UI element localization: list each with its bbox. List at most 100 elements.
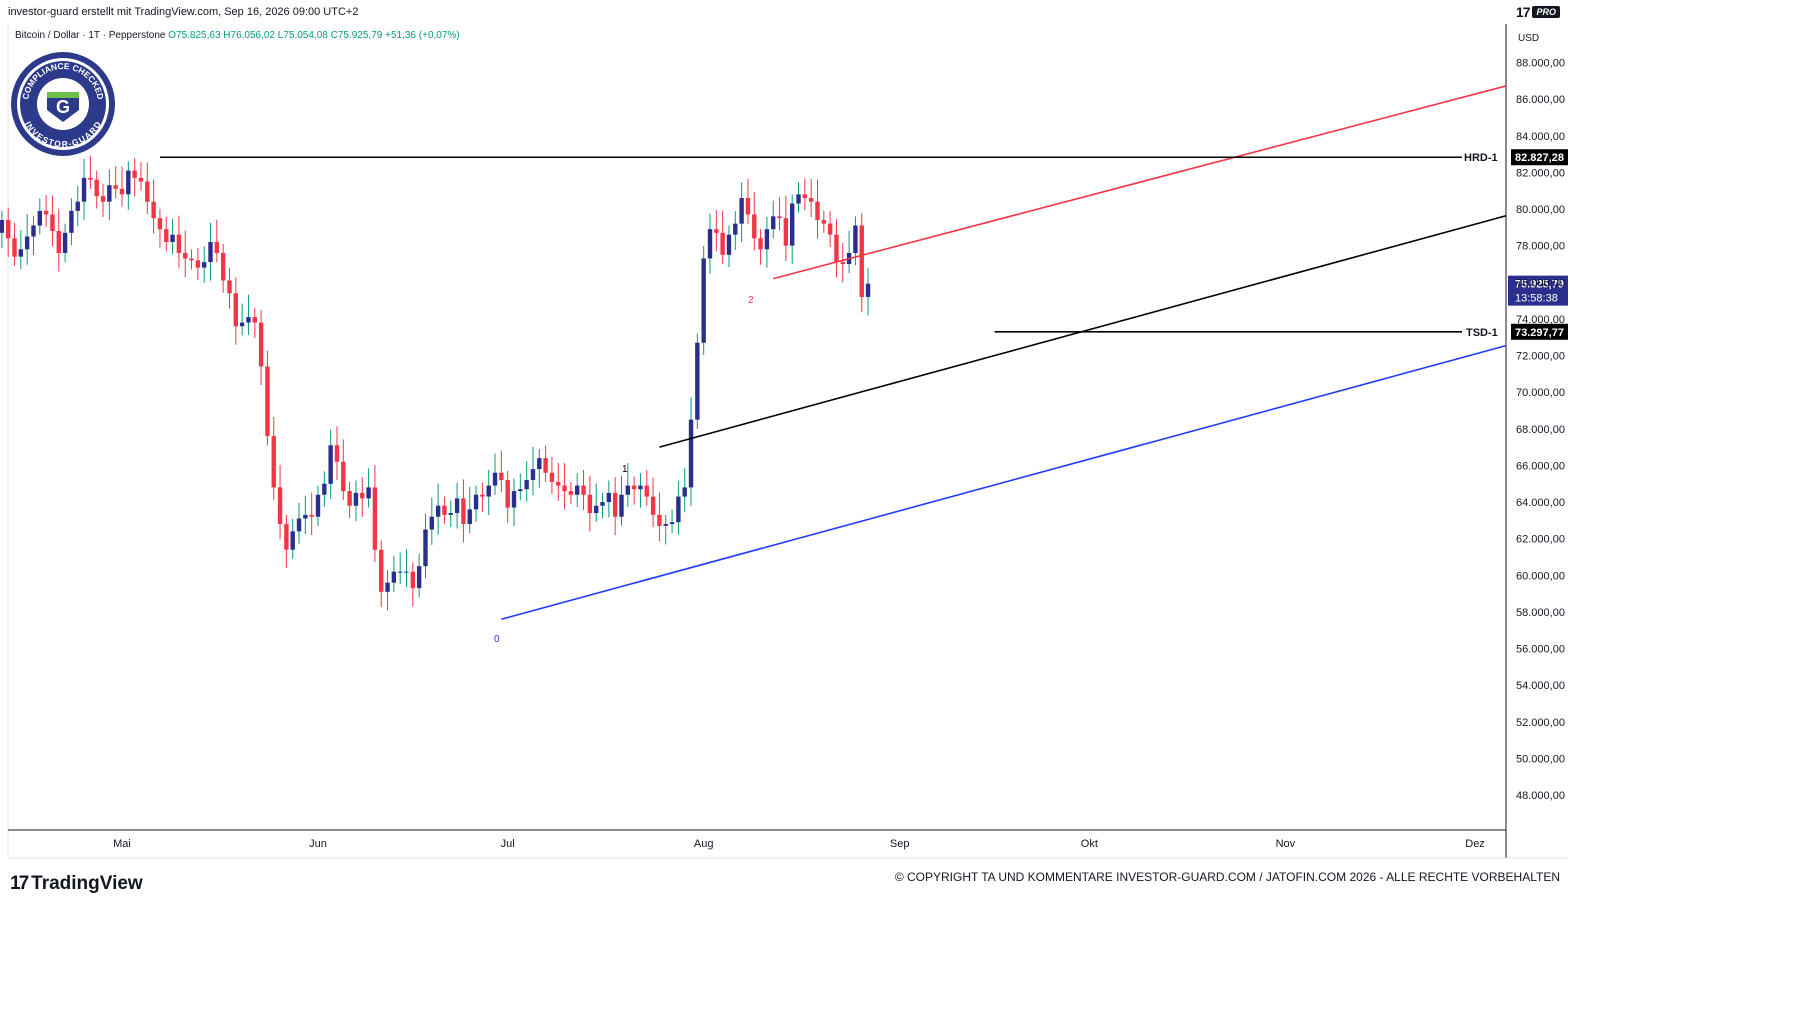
candle-body — [758, 238, 763, 250]
candle-body — [360, 492, 365, 499]
candle-body — [252, 317, 257, 323]
candle-body — [145, 181, 150, 202]
wave-label-2: 2 — [748, 295, 754, 306]
time-tick-label: Okt — [1081, 838, 1098, 850]
price-chart[interactable]: HRD-1 TSD-1 82.827,28 73.297,77 75.925,79 13:… — [0, 0, 1568, 896]
current-price-tag — [1508, 275, 1568, 306]
price-tick-label: 72.000,00 — [1516, 351, 1565, 363]
candle-body — [505, 480, 510, 508]
candle-body — [423, 529, 428, 567]
candle-body — [663, 524, 668, 526]
candle-body — [132, 170, 137, 178]
candle-body — [518, 489, 523, 492]
candle-body — [631, 485, 637, 490]
wave-label-1: 1 — [622, 464, 628, 475]
candle-body — [467, 509, 472, 525]
price-tick-label: 78.000,00 — [1516, 241, 1565, 253]
time-tick-label: Aug — [694, 838, 714, 850]
candle-body — [246, 317, 251, 323]
tsd-label: TSD-1 — [1466, 327, 1498, 339]
candle-body — [56, 230, 61, 253]
candle-body — [865, 283, 871, 297]
candle-body — [258, 322, 264, 367]
candle-body — [397, 571, 403, 573]
candle-body — [164, 229, 169, 242]
copyright-notice: © COPYRIGHT TA UND KOMMENTARE INVESTOR-G… — [894, 870, 1560, 884]
candle-body — [151, 201, 156, 219]
candle-body — [789, 203, 795, 246]
price-tick-label: 74.000,00 — [1516, 314, 1565, 326]
candle-body — [859, 225, 864, 297]
tradingview-footer-logo[interactable]: 17 TradingView — [10, 873, 143, 895]
current-price-text: 75.925,79 — [1515, 279, 1564, 291]
hrd-price-tag — [1511, 149, 1568, 166]
candle-body — [638, 485, 643, 490]
candle-body — [31, 225, 36, 237]
candle-body — [107, 185, 112, 202]
time-tick-label: Mai — [113, 838, 131, 850]
candle-body — [486, 485, 491, 497]
candle-body — [808, 198, 814, 202]
candle-body — [24, 236, 30, 250]
candle-body — [309, 514, 314, 517]
candle-body — [593, 505, 599, 514]
candle-body — [454, 498, 460, 514]
candle-body — [113, 185, 118, 189]
price-tick-label: 62.000,00 — [1516, 534, 1565, 546]
trendline-blue — [501, 344, 1507, 621]
candle-body — [75, 201, 80, 211]
candle-body — [372, 487, 378, 550]
candle-body — [511, 491, 517, 508]
candle-body — [410, 571, 416, 589]
tradingview-pro-badge[interactable]: 17 PRO — [1516, 4, 1560, 20]
candle-body — [556, 481, 561, 486]
time-tick-label: Dez — [1465, 838, 1485, 850]
candle-body — [366, 487, 371, 499]
candle-body — [676, 496, 681, 523]
currency-label[interactable]: USD — [1518, 33, 1540, 44]
candle-body — [581, 485, 586, 495]
shield-accent — [47, 92, 79, 98]
price-tick-label: 56.000,00 — [1516, 644, 1565, 656]
price-tick-label: 54.000,00 — [1516, 680, 1565, 692]
candle-body — [448, 513, 453, 515]
candle-body — [524, 480, 529, 490]
tsd-price-text: 73.297,77 — [1515, 327, 1564, 339]
price-axis[interactable]: 48.000,00 50.000,00 52.000,00 54.000,00 56.0… — [1516, 58, 1565, 803]
candle-body — [18, 249, 24, 257]
time-tick-label: Jun — [309, 838, 327, 850]
candle-body — [170, 234, 175, 242]
candle-body — [69, 210, 74, 233]
candle-body — [688, 419, 694, 488]
candle-body — [461, 498, 466, 525]
candle-body — [12, 238, 17, 257]
hrd-label: HRD-1 — [1464, 152, 1498, 164]
candle-body — [189, 258, 194, 261]
price-tick-label: 64.000,00 — [1516, 497, 1565, 509]
tsd-price-tag — [1511, 323, 1568, 340]
candle-body — [771, 216, 776, 230]
candle-body — [214, 241, 220, 253]
price-tick-label: 80.000,00 — [1516, 204, 1565, 216]
candle-body — [473, 494, 479, 510]
candle-body — [37, 210, 43, 226]
candle-body — [612, 492, 618, 517]
badge-letter: G — [56, 97, 70, 117]
candle-body — [176, 234, 182, 253]
candle-body — [157, 218, 163, 230]
candle-body — [796, 194, 801, 204]
candle-body — [341, 461, 346, 492]
time-axis[interactable]: Mai Jun Jul Aug Sep Okt Nov Dez — [113, 838, 1485, 850]
candle-body — [657, 514, 662, 526]
candle-body — [290, 531, 295, 550]
trendline-red — [773, 85, 1507, 280]
candle-body — [416, 566, 422, 589]
candle-body — [94, 179, 99, 197]
candle-body — [492, 472, 498, 486]
symbol-legend[interactable]: Bitcoin / Dollar · 1T · Pepperstone O75.… — [15, 30, 460, 41]
shield-icon — [47, 92, 79, 122]
countdown-text: 13:58:38 — [1515, 293, 1558, 305]
price-tick-label: 66.000,00 — [1516, 460, 1565, 472]
candle-body — [726, 234, 732, 255]
candle-body — [391, 571, 397, 583]
